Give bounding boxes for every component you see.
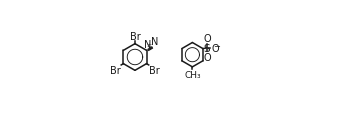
Text: S: S (203, 43, 210, 53)
Text: N: N (151, 37, 158, 47)
Text: Br: Br (149, 66, 160, 76)
Text: O: O (203, 53, 211, 63)
Text: ±: ± (146, 42, 152, 47)
Text: Br: Br (130, 31, 140, 41)
Text: CH₃: CH₃ (184, 70, 201, 79)
Text: O: O (203, 34, 211, 44)
Text: −: − (213, 42, 220, 51)
Text: Br: Br (110, 66, 121, 76)
Text: O: O (211, 43, 219, 53)
Text: N: N (144, 40, 151, 49)
